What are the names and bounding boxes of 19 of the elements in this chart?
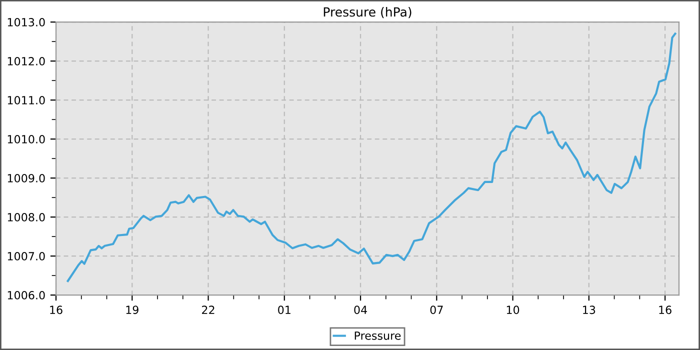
x-tick-label: 16 (659, 306, 672, 314)
y-tick-label: 1012.0 (8, 57, 45, 66)
x-tick-label: 13 (583, 306, 596, 314)
y-tick-label: 1008.0 (8, 213, 45, 222)
chart-title: Pressure (hPa) (324, 6, 412, 18)
x-tick-label: 19 (126, 306, 138, 314)
y-tick-label: 1011.0 (8, 96, 45, 104)
y-tick-label: 1010.0 (8, 135, 45, 144)
x-tick-label: 10 (506, 306, 520, 314)
y-tick-label: 1006.0 (8, 291, 45, 300)
x-tick-label: 04 (354, 306, 367, 314)
x-tick-label: 22 (202, 306, 214, 314)
x-tick-label: 07 (430, 306, 443, 314)
legend-label: Pressure (354, 332, 401, 340)
y-tick-label: 1007.0 (8, 252, 45, 260)
y-tick-label: 1013.0 (8, 18, 45, 26)
x-tick-label: 16 (50, 306, 62, 314)
x-tick-label: 01 (278, 306, 290, 314)
y-tick-label: 1009.0 (8, 174, 45, 182)
